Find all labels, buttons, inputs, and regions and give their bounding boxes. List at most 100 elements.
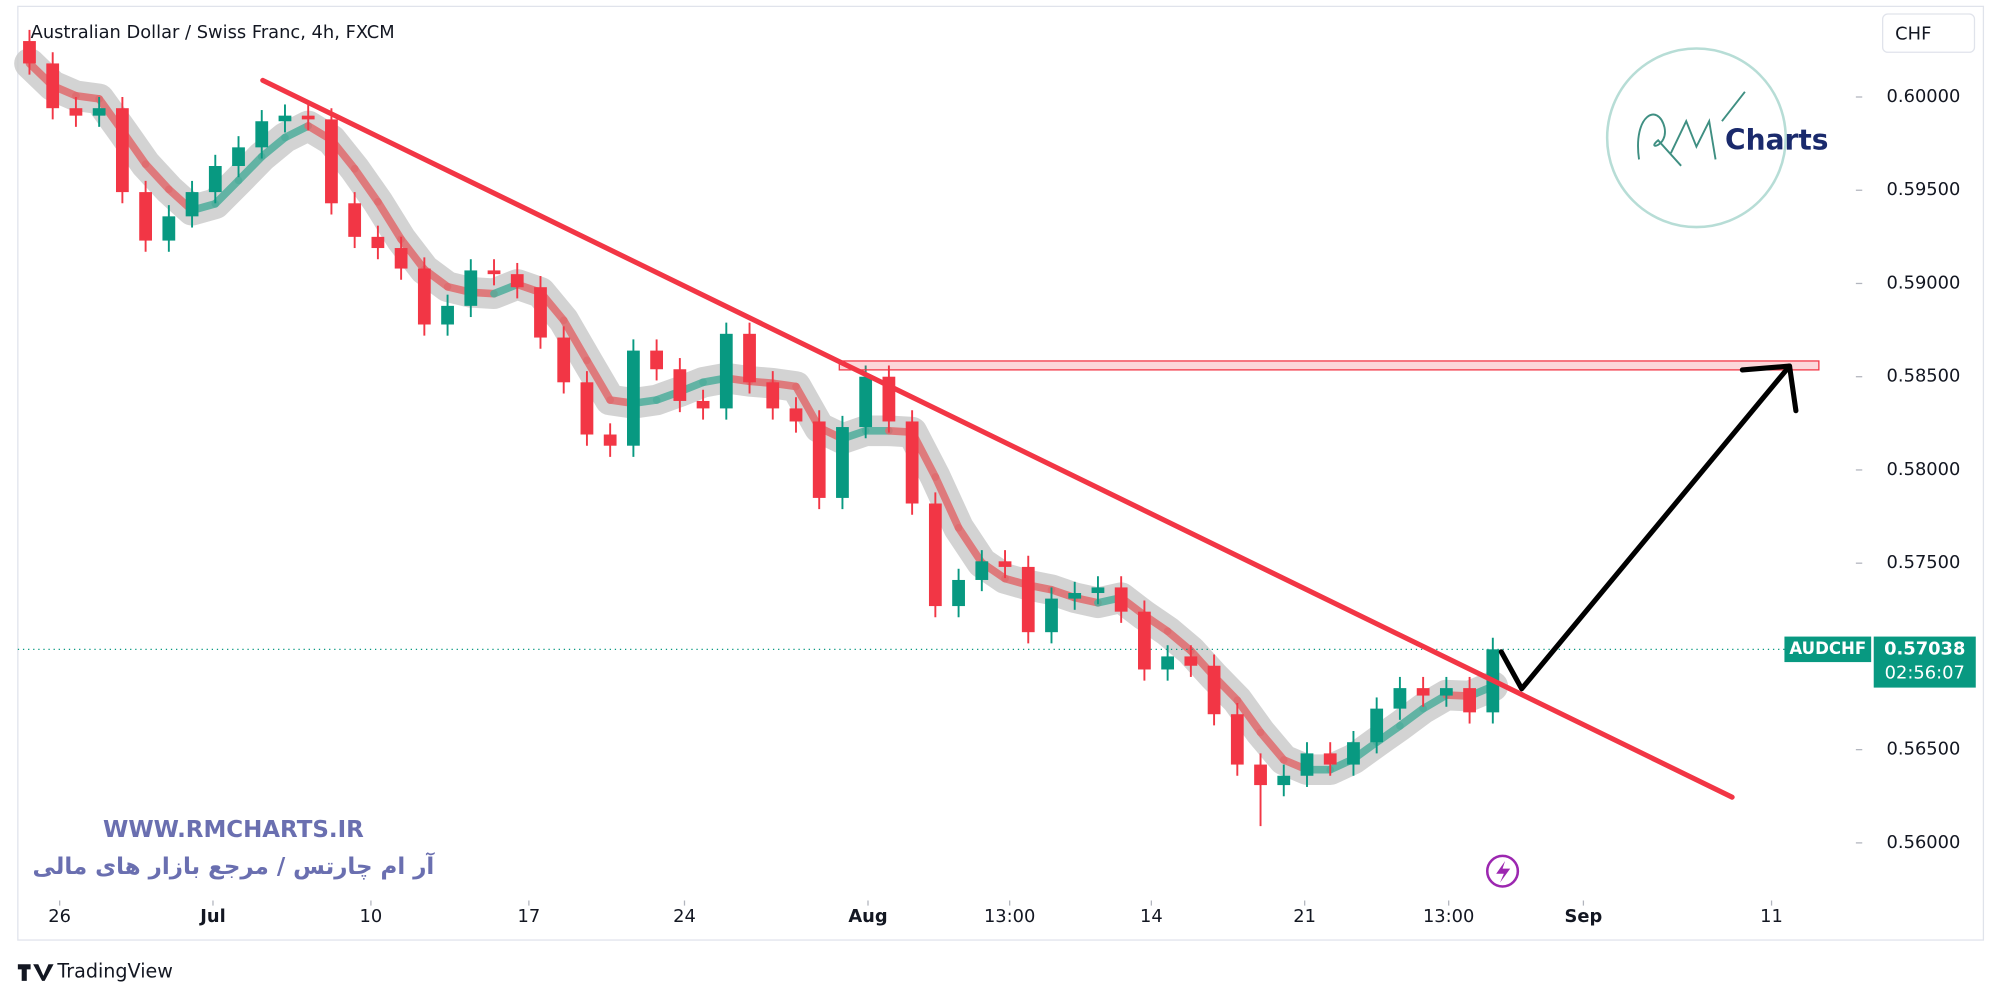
- ma-segment: [1419, 691, 1451, 713]
- tagline: آر ام چارتس / مرجع بازار های مالی: [33, 851, 436, 880]
- x-tick-label: 10: [360, 906, 383, 927]
- candle-body: [348, 203, 362, 237]
- candle-body: [1114, 587, 1128, 612]
- y-tick-label: 0.56500: [1887, 739, 1961, 760]
- candle-body: [278, 115, 292, 122]
- x-tick-label: Aug: [848, 906, 887, 927]
- candle-body: [1161, 656, 1175, 670]
- ma-segment: [1256, 728, 1288, 764]
- candle-body: [766, 382, 780, 409]
- candle-body: [92, 108, 106, 116]
- candle-body: [1254, 764, 1267, 786]
- candle-body: [1416, 688, 1430, 696]
- candle-body: [417, 268, 431, 325]
- candle-body: [580, 382, 594, 435]
- y-tick-label: 0.59000: [1887, 272, 1961, 293]
- event-bolt: [1496, 860, 1511, 883]
- candle-body: [534, 287, 547, 338]
- ma-segment: [281, 122, 313, 142]
- candle-body: [185, 192, 199, 217]
- y-tick-label: 0.60000: [1887, 86, 1961, 107]
- candle-body: [557, 337, 571, 383]
- x-tick-label: 13:00: [1423, 906, 1474, 927]
- ma-segment: [397, 235, 429, 274]
- currency-button[interactable]: [1882, 13, 1976, 53]
- x-tick-label: 24: [673, 906, 696, 927]
- x-tick-label: Sep: [1565, 906, 1603, 927]
- candle-body: [952, 579, 965, 607]
- candle-body: [1021, 566, 1035, 633]
- candle-body: [510, 274, 524, 288]
- ma-segment: [954, 523, 986, 567]
- y-tick-label: 0.56000: [1887, 832, 1961, 853]
- candle-body: [1393, 688, 1407, 709]
- event-icon[interactable]: [1485, 854, 1520, 888]
- logo-script: [1637, 91, 1746, 167]
- ma-segment: [1233, 696, 1265, 737]
- logo-ring: [1605, 47, 1787, 229]
- ma-segment: [1396, 704, 1427, 730]
- ma-segment: [931, 473, 963, 532]
- candle-body: [603, 434, 617, 446]
- candle-body: [719, 333, 733, 409]
- candle-body: [1207, 665, 1221, 715]
- candle-body: [1463, 688, 1476, 713]
- candle-body: [1323, 753, 1337, 765]
- candle-body: [371, 236, 385, 249]
- candle-body: [208, 165, 222, 193]
- y-tick-label: 0.59500: [1887, 179, 1961, 200]
- ma-segment: [1163, 627, 1195, 655]
- candle-body: [905, 421, 919, 504]
- x-tick-label: 21: [1293, 906, 1316, 927]
- candle-body: [673, 369, 687, 401]
- candle-body: [115, 108, 129, 193]
- candle-body: [1370, 708, 1384, 743]
- countdown-label: 02:56:07: [1885, 663, 1965, 684]
- candle-body: [836, 427, 849, 498]
- candle-body: [139, 192, 152, 241]
- candle-body: [1300, 753, 1314, 776]
- candle-body: [23, 41, 36, 64]
- ma-segment: [350, 164, 382, 206]
- ma-segment: [234, 152, 266, 185]
- tv-logo: [17, 964, 54, 981]
- candle-body: [1138, 611, 1151, 670]
- candle-body: [928, 503, 942, 607]
- ma-segment: [792, 382, 824, 432]
- currency-label: CHF: [1895, 23, 1931, 44]
- brand: TradingView: [56, 959, 173, 982]
- candle-body: [1068, 593, 1082, 599]
- candle-body: [255, 121, 269, 148]
- candle-body: [1439, 688, 1453, 696]
- x-tick-label: 13:00: [984, 906, 1035, 927]
- candle-body: [812, 421, 826, 498]
- trend-line: [260, 77, 1735, 800]
- ma-segment: [257, 133, 289, 161]
- x-tick-label: 11: [1760, 906, 1783, 927]
- projection-arrow: [1498, 363, 1793, 692]
- candle-body: [998, 561, 1012, 567]
- candle-body: [162, 216, 176, 241]
- y-tick-label: 0.58500: [1887, 366, 1961, 387]
- candle-body: [394, 248, 408, 269]
- candle-body: [975, 561, 989, 580]
- candle-body: [301, 115, 315, 120]
- candle-body: [441, 305, 454, 325]
- symbol-label: AUDCHF: [1789, 639, 1866, 658]
- ma-segment: [72, 91, 103, 103]
- candle-body: [1277, 775, 1291, 786]
- candle-body: [743, 333, 756, 383]
- ma-segment: [141, 160, 173, 194]
- candle-body: [1045, 598, 1058, 633]
- candle-body: [1091, 587, 1105, 594]
- resistance-zone: [838, 360, 1820, 371]
- candle-body: [696, 400, 710, 409]
- chart-title: Australian Dollar / Swiss Franc, 4h, FXC…: [31, 22, 395, 43]
- candle-body: [325, 119, 338, 204]
- ma-segment: [559, 316, 591, 365]
- candle-body: [627, 350, 640, 446]
- candle-body: [464, 270, 478, 306]
- x-tick-label: 17: [518, 906, 541, 927]
